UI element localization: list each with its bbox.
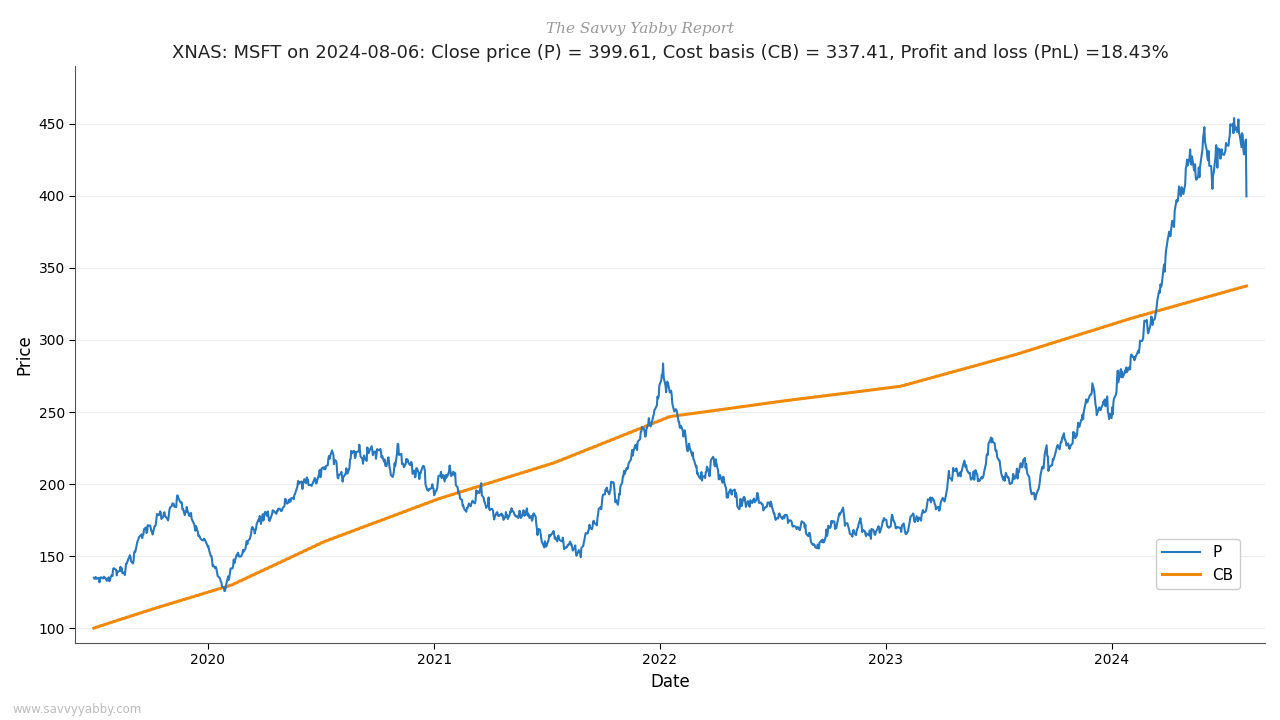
Y-axis label: Price: Price: [15, 334, 33, 374]
Text: The Savvy Yabby Report: The Savvy Yabby Report: [547, 22, 733, 35]
Line: CB: CB: [93, 286, 1247, 629]
Text: www.savvyyabby.com: www.savvyyabby.com: [13, 703, 142, 716]
Title: XNAS: MSFT on 2024-08-06: Close price (P) = 399.61, Cost basis (CB) = 337.41, Pr: XNAS: MSFT on 2024-08-06: Close price (P…: [172, 44, 1169, 62]
Line: P: P: [93, 118, 1247, 591]
Legend: P, CB: P, CB: [1156, 539, 1239, 589]
X-axis label: Date: Date: [650, 672, 690, 690]
